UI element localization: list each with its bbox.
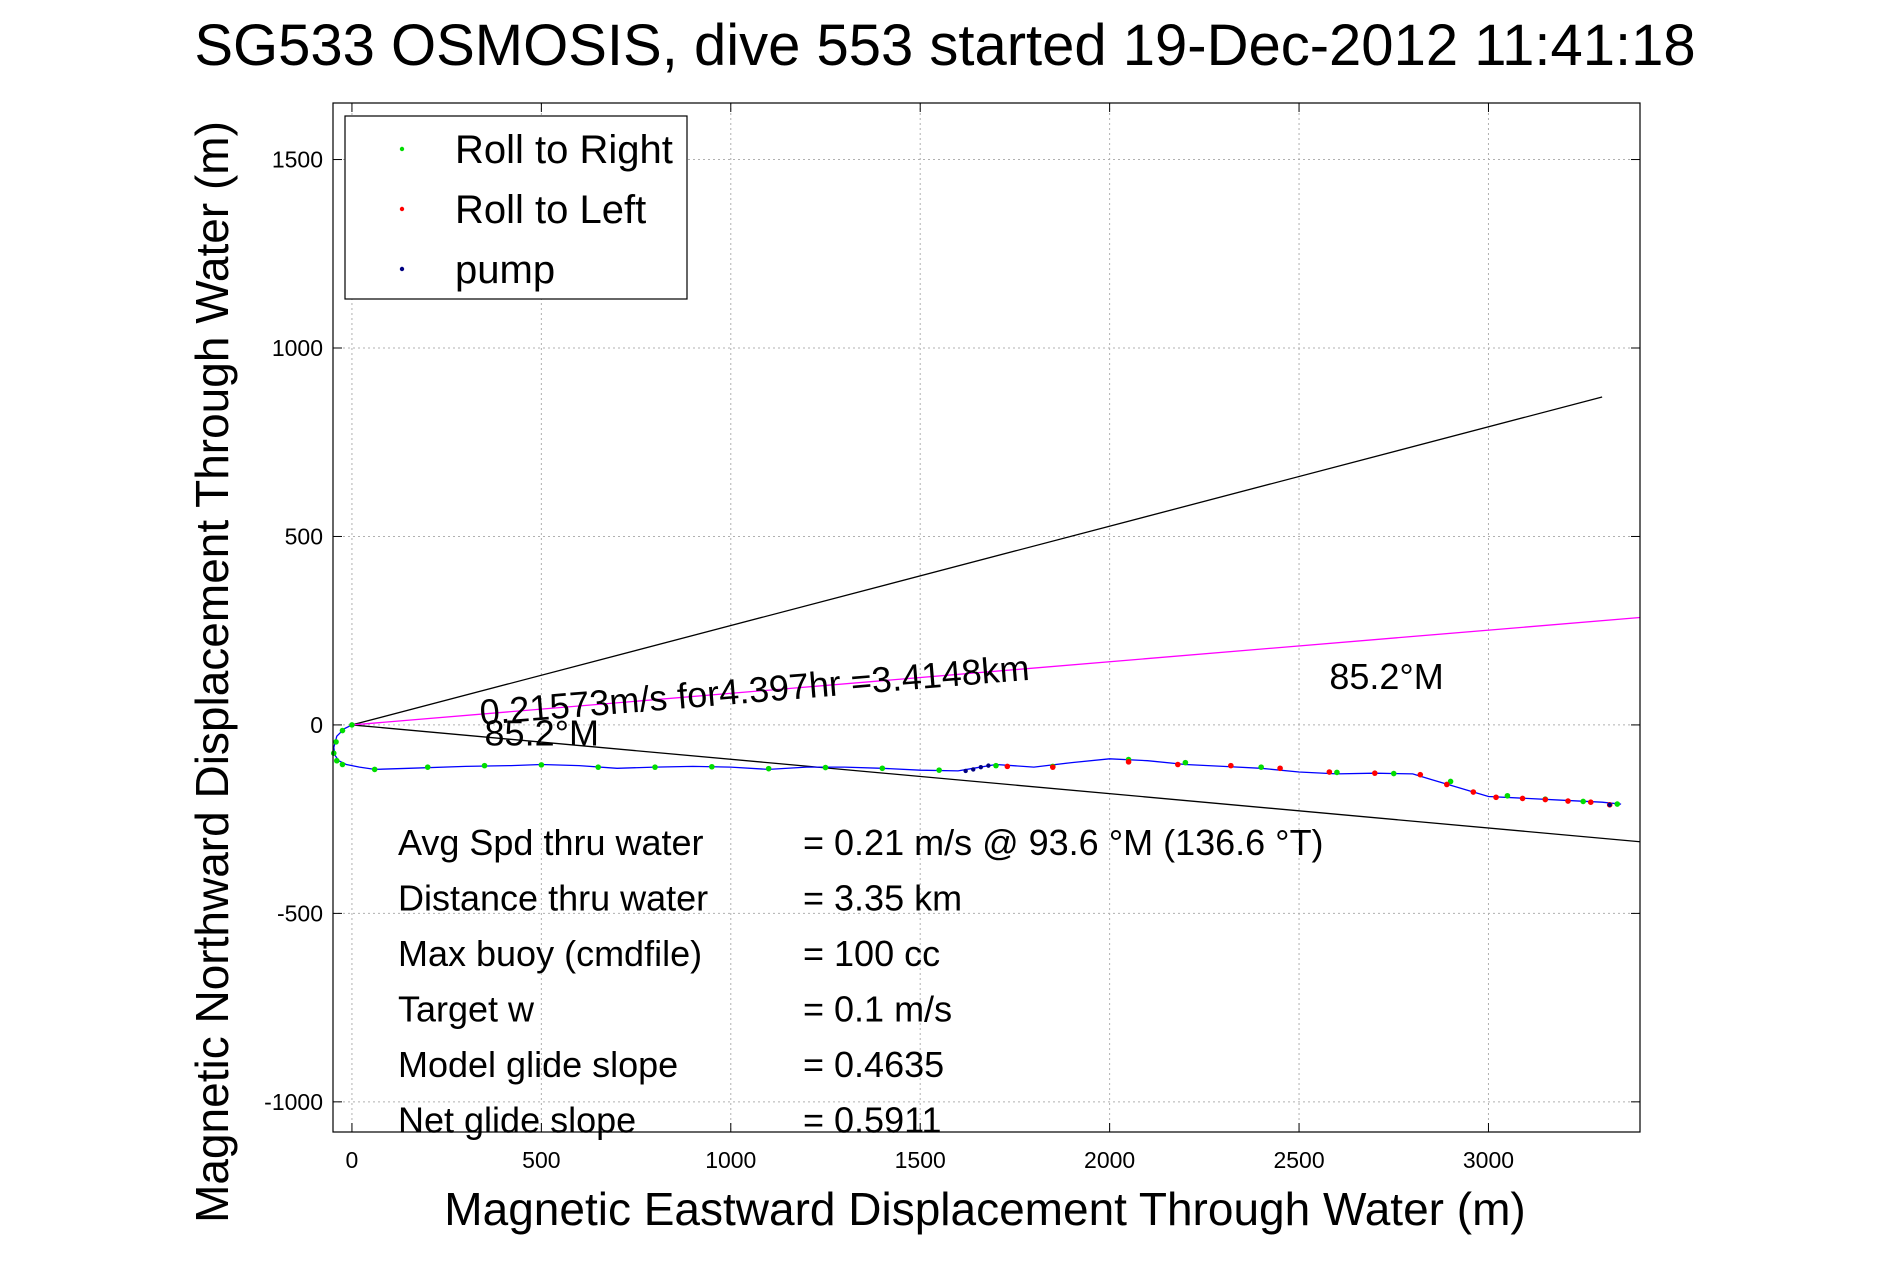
pump-point (1607, 802, 1612, 808)
x-tick-label: 2000 (1084, 1147, 1135, 1173)
stat-value: = 0.1 m/s (803, 989, 952, 1030)
y-tick-label: 500 (285, 523, 323, 549)
x-tick-label: 0 (346, 1147, 359, 1173)
roll-left-point (1326, 769, 1333, 775)
roll-right-point (538, 762, 545, 768)
roll-left-point (1277, 765, 1283, 772)
heading-line (351, 616, 1641, 726)
y-tick-label: 1000 (272, 335, 323, 361)
roll-left-point (1542, 796, 1549, 803)
roll-right-point (1258, 764, 1264, 770)
dive-track (333, 724, 1622, 805)
roll-right-point (481, 762, 488, 769)
roll-right-point (1614, 801, 1621, 807)
roll-left-point (1175, 761, 1181, 768)
roll-right-point (765, 765, 772, 772)
roll-left-point (1519, 795, 1526, 802)
roll-right-point (1504, 792, 1511, 799)
roll-right-point (1390, 770, 1397, 777)
legend-entry: Roll to Left (455, 188, 646, 232)
legend-marker (399, 206, 405, 212)
roll-left-point (1004, 763, 1011, 770)
stat-value: = 3.35 km (803, 878, 962, 919)
roll-left-point (1587, 799, 1594, 805)
roll-left-point (1493, 794, 1499, 801)
upper-bound-line (351, 396, 1603, 726)
stat-label: Model glide slope (398, 1044, 678, 1085)
y-tick-label: 0 (310, 712, 323, 738)
roll-right-point (709, 763, 715, 770)
roll-right-point (330, 750, 337, 756)
roll-right-point (339, 727, 346, 734)
stat-label: Target w (398, 989, 535, 1030)
roll-right-point (993, 762, 999, 769)
roll-left-point (1417, 771, 1424, 778)
x-tick-label: 2500 (1273, 1147, 1324, 1173)
stat-label: Distance thru water (398, 878, 708, 919)
track-line (333, 724, 1622, 805)
annotation: 85.2°M (485, 713, 599, 754)
roll-left-point (1470, 789, 1477, 795)
stats-block: Avg Spd thru water = 0.21 m/s @ 93.6 °M (… (398, 822, 1324, 1141)
x-tick-label: 3000 (1463, 1147, 1514, 1173)
lower-bound-line (351, 724, 1641, 843)
roll-left-point (1372, 770, 1378, 776)
roll-right-point (879, 765, 886, 772)
legend-marker (399, 146, 405, 152)
legend-entry: Roll to Right (455, 128, 673, 172)
roll-right-point (822, 764, 829, 771)
stat-value: = 100 cc (803, 933, 940, 974)
roll-right-point (371, 766, 378, 773)
y-axis-ticks: -1000 -500 0 500 1000 1500 (264, 147, 1640, 1115)
pump-point (963, 768, 968, 774)
annotation: 85.2°M (1329, 656, 1443, 697)
roll-right-point (339, 761, 346, 768)
chart-title: SG533 OSMOSIS, dive 553 started 19-Dec-2… (194, 13, 1695, 78)
roll-right-point (595, 764, 601, 770)
x-tick-label: 1500 (895, 1147, 946, 1173)
pump-point (986, 763, 991, 768)
stat-label: Net glide slope (398, 1100, 636, 1141)
x-axis-ticks: 0 500 1000 1500 2000 2500 3000 (346, 103, 1514, 1173)
roll-right-point (349, 722, 355, 728)
roll-right-point (652, 764, 658, 770)
legend-entry: pump (455, 248, 555, 292)
stat-label: Max buoy (cmdfile) (398, 933, 702, 974)
roll-right-point (936, 767, 942, 773)
roll-right-point (1182, 759, 1189, 766)
x-axis-label: Magnetic Eastward Displacement Through W… (444, 1183, 1525, 1235)
pump-point (978, 764, 984, 770)
legend: Roll to Right Roll to Left pump (344, 115, 688, 300)
y-tick-label: 1500 (272, 147, 323, 173)
x-tick-label: 1000 (705, 1147, 756, 1173)
roll-left-point (1049, 764, 1056, 770)
roll-right-point (333, 739, 339, 745)
roll-right-point (333, 757, 340, 764)
plot-frame (332, 102, 1641, 1133)
y-axis-label: Magnetic Northward Displacement Through … (186, 121, 238, 1223)
y-tick-label: -1000 (264, 1089, 323, 1115)
legend-marker (399, 266, 405, 272)
roll-right-point (1334, 769, 1340, 776)
stat-value: = 0.5911 (803, 1100, 941, 1141)
roll-right-point (1580, 798, 1586, 805)
roll-left-point (1228, 762, 1234, 769)
roll-right-point (424, 764, 431, 770)
roll-left-point (1565, 798, 1571, 804)
annotations: 0.21573m/s for4.397hr =3.4148km 85.2°M85.… (478, 647, 1444, 754)
stat-value: = 0.21 m/s @ 93.6 °M (136.6 °T) (803, 822, 1324, 863)
roll-left-point (1125, 759, 1132, 765)
pump-point (971, 767, 976, 772)
reference-lines (351, 396, 1641, 843)
data-points (330, 722, 1621, 808)
roll-right-point (1447, 778, 1454, 785)
stat-value: = 0.4635 (803, 1044, 944, 1085)
roll-left-point (1443, 781, 1450, 788)
x-tick-label: 500 (522, 1147, 560, 1173)
y-tick-label: -500 (277, 900, 323, 926)
stat-label: Avg Spd thru water (398, 822, 704, 863)
